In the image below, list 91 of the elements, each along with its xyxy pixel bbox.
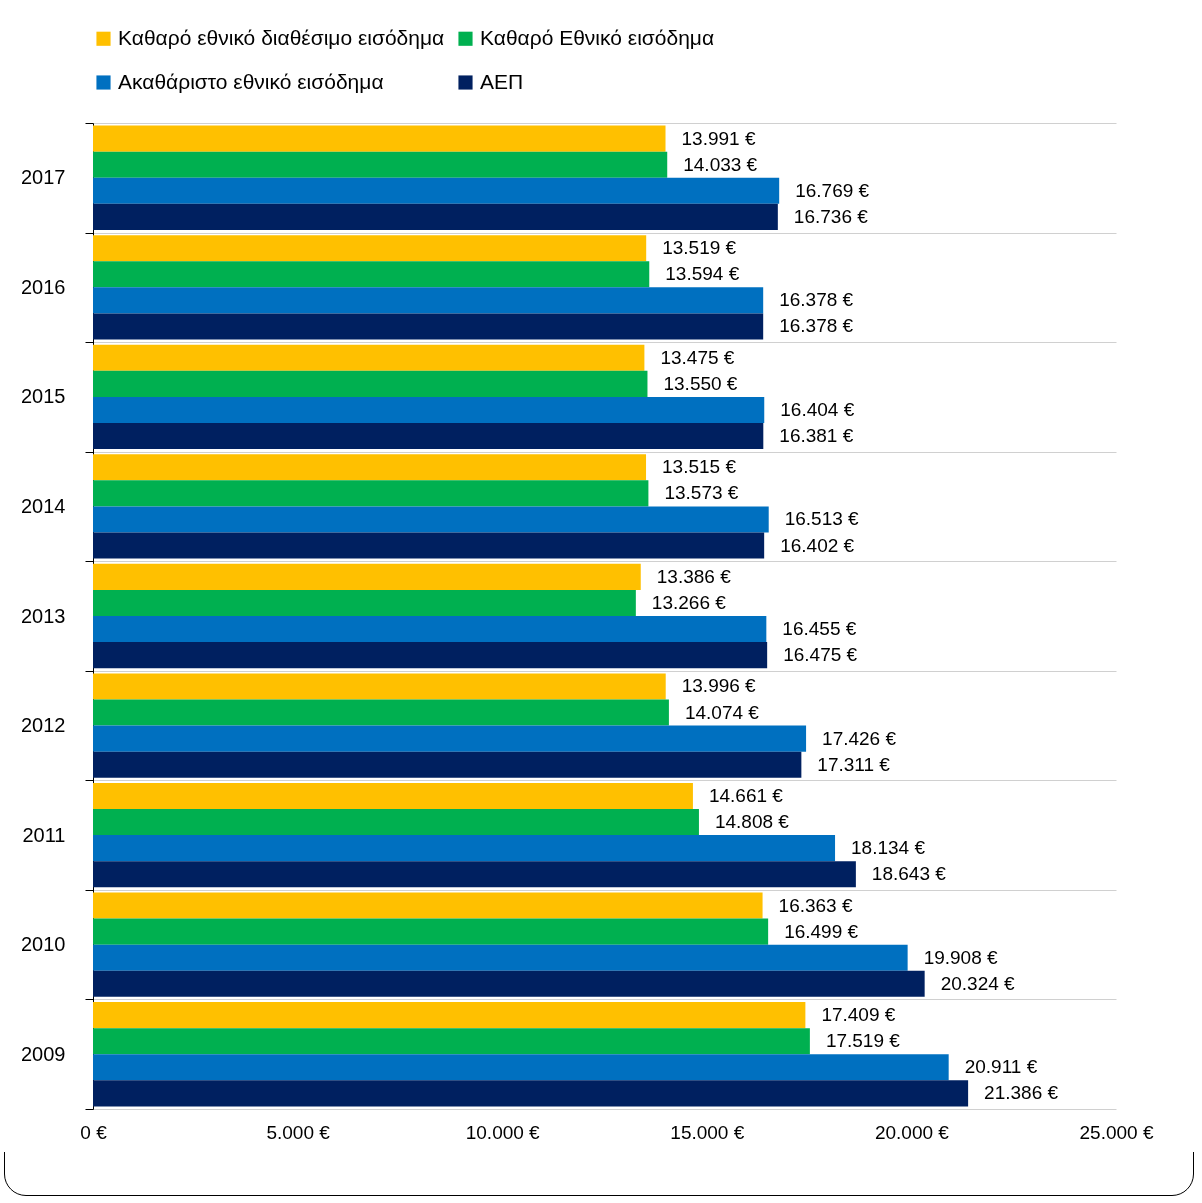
data-label: 16.513 € [784,508,860,530]
y-tick-label: 2013 [21,604,66,627]
bar [93,1028,810,1055]
legend-label: ΑΕΠ [480,69,524,93]
bar [93,944,908,971]
legend-label: Καθαρό Εθνικό εισόδημα [480,25,715,49]
bar [93,422,764,450]
data-label: 16.381 € [779,425,854,447]
data-label: 14.808 € [714,811,790,833]
bar [93,1054,949,1081]
data-label: 16.404 € [780,398,855,420]
y-tick-label: 2015 [21,385,66,408]
bar [93,1002,806,1029]
data-label: 17.426 € [822,727,897,749]
bar [93,506,769,533]
data-label: 20.324 € [940,972,1016,994]
bar [93,125,666,152]
bar [93,313,764,340]
bar [93,177,780,204]
bar [93,1080,969,1107]
bar [93,970,925,997]
bar [93,725,807,752]
bar [93,370,648,397]
data-label: 16.769 € [795,179,870,201]
data-label: 13.991 € [681,127,756,149]
data-label: 16.402 € [780,534,855,556]
data-label: 13.996 € [681,675,757,697]
bar [93,151,668,178]
data-label: 17.519 € [825,1030,901,1052]
y-tick-label: 2017 [21,166,66,189]
y-tick-label: 2009 [21,1042,66,1065]
data-label: 13.266 € [651,591,727,613]
data-label: 13.550 € [663,372,738,394]
data-label: 14.661 € [708,784,784,806]
data-label: 13.386 € [656,565,732,587]
bar [93,673,666,700]
bar [93,699,669,726]
bar [93,563,641,590]
data-label: 14.033 € [683,153,758,175]
y-tick-label: 2014 [21,494,66,517]
bar [93,454,647,481]
data-label: 14.074 € [684,701,760,723]
y-tick-label: 2012 [21,714,66,737]
x-tick-label: 10.000 € [465,1121,541,1143]
bar [93,480,649,507]
bar [93,751,802,778]
y-tick-label: 2016 [21,275,66,298]
bar [93,642,768,669]
bar [93,287,764,314]
data-label: 20.911 € [964,1056,1038,1078]
data-label: 16.378 € [779,315,854,337]
x-tick-label: 25.000 € [1079,1121,1154,1143]
y-tick-label: 2010 [21,933,66,956]
bar [93,809,699,836]
bar [93,396,765,423]
bar [93,892,763,919]
bar [93,235,647,262]
data-label: 16.363 € [778,894,853,916]
bar [93,589,636,616]
x-tick-label: 15.000 € [670,1121,745,1143]
data-label: 17.311 € [817,753,891,775]
bar [93,782,693,810]
data-label: 16.499 € [784,920,859,942]
data-label: 17.409 € [821,1004,896,1026]
data-label: 13.594 € [665,263,740,285]
bar [93,261,650,288]
data-label: 13.515 € [662,456,737,478]
x-tick-label: 0 € [80,1121,108,1143]
data-label: 21.386 € [984,1082,1059,1104]
bar [93,203,778,230]
legend-label: Καθαρό εθνικό διαθέσιμο εισόδημα [118,25,445,49]
y-tick-label: 2011 [22,823,66,846]
bar [93,532,765,559]
bar [93,616,767,643]
bar [93,861,856,888]
data-label: 13.475 € [660,346,735,368]
data-label: 16.736 € [793,205,869,227]
bar [93,835,836,862]
x-tick-label: 20.000 € [874,1121,950,1143]
data-label: 16.475 € [783,644,858,666]
data-label: 19.908 € [923,946,999,968]
data-label: 13.519 € [662,237,737,259]
data-label: 13.573 € [664,482,739,504]
data-label: 16.455 € [782,618,857,640]
data-label: 18.643 € [871,863,947,885]
legend-label: Ακαθάριστο εθνικό εισόδημα [118,69,384,93]
bar [93,918,769,945]
data-label: 16.378 € [779,289,854,311]
x-tick-label: 5.000 € [266,1121,331,1143]
data-label: 18.134 € [851,837,926,859]
bar [93,344,645,371]
